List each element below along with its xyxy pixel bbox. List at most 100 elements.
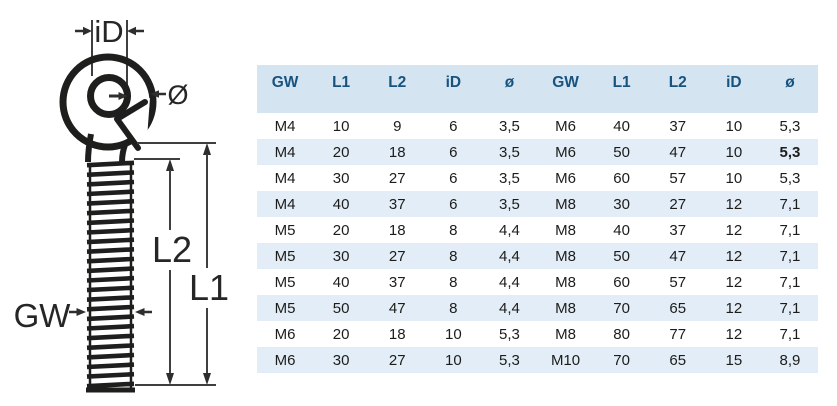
table-cell: M5 [257,269,313,295]
table-cell: M4 [257,113,313,139]
spec-table: GWL1L2iDøGWL1L2iDø M410963,5M64037105,3M… [257,65,818,373]
table-cell: 12 [706,243,762,269]
table-header-cell: L2 [650,65,706,113]
table-row: M4302763,5M66057105,3 [257,165,818,191]
gw-left-arrow-icon [77,308,87,316]
diameter-label: Ø [167,80,188,110]
table-row: M62018105,3M88077127,1 [257,321,818,347]
thread-bar [87,307,134,309]
table-cell: 80 [594,321,650,347]
table-cell: 40 [313,269,369,295]
gw-label: GW [14,297,72,334]
table-cell: 8,9 [762,347,818,373]
table-cell: 47 [369,295,425,321]
table-cell: 7,1 [762,191,818,217]
table-cell: 37 [369,191,425,217]
thread-bar [87,240,134,242]
thread-bar [87,211,134,213]
table-header-cell: GW [537,65,593,113]
table-header-cell: L2 [369,65,425,113]
table-cell: 4,4 [481,269,537,295]
table-cell: 37 [650,113,706,139]
l2-dimension: L2 [134,159,192,385]
table-cell: M8 [537,321,593,347]
table-cell: 77 [650,321,706,347]
table-cell: 65 [650,295,706,321]
table-cell: 5,3 [762,113,818,139]
thread-bar [87,326,134,328]
thread-bar [87,336,134,338]
table-cell: 4,4 [481,243,537,269]
table-cell: M6 [257,347,313,373]
table-cell: 10 [706,165,762,191]
table-cell: 27 [650,191,706,217]
table-cell: M4 [257,165,313,191]
table-cell: 4,4 [481,217,537,243]
table-cell: 3,5 [481,113,537,139]
table-cell: M8 [537,295,593,321]
table-cell: 57 [650,165,706,191]
thread-bar [87,317,134,319]
table-cell: M6 [257,321,313,347]
thread-bar [87,201,134,203]
table-cell: 6 [425,165,481,191]
table-cell: 50 [594,139,650,165]
table-cell: 30 [594,191,650,217]
table-cell: 7,1 [762,269,818,295]
table-header-cell: GW [257,65,313,113]
table-cell: 60 [594,165,650,191]
table-cell: 3,5 [481,139,537,165]
table-header-cell: ø [762,65,818,113]
table-cell: 4,4 [481,295,537,321]
id-label: iD [94,14,123,49]
l1-label: L1 [189,267,229,308]
table-cell: 65 [650,347,706,373]
table-cell: 5,3 [481,347,537,373]
table-cell: 50 [594,243,650,269]
table-cell: 12 [706,321,762,347]
thread-bar [87,365,134,367]
table-cell: 5,3 [762,139,818,165]
thread-bar [87,297,134,299]
thread-bar [87,384,134,386]
table-cell: 10 [706,139,762,165]
table-cell: 10 [313,113,369,139]
table-cell: 10 [706,113,762,139]
l2-label: L2 [152,229,192,270]
table-cell: 18 [369,321,425,347]
thread-bar [87,374,134,376]
table-cell: 40 [313,191,369,217]
table-cell: M6 [537,113,593,139]
table-cell: 27 [369,165,425,191]
thread-bar [87,163,134,165]
table-cell: 18 [369,217,425,243]
table-cell: 3,5 [481,165,537,191]
thread-bar [87,269,134,271]
table-cell: 50 [313,295,369,321]
table-row: M5201884,4M84037127,1 [257,217,818,243]
table-cell: 10 [425,321,481,347]
table-cell: 7,1 [762,321,818,347]
table-cell: 7,1 [762,217,818,243]
table-row: M5403784,4M86057127,1 [257,269,818,295]
table-row: M63027105,3M107065158,9 [257,347,818,373]
table-cell: 7,1 [762,243,818,269]
table-row: M5504784,4M87065127,1 [257,295,818,321]
table-cell: 6 [425,139,481,165]
table-cell: 20 [313,139,369,165]
table-cell: 15 [706,347,762,373]
table-cell: 8 [425,269,481,295]
table-cell: M5 [257,217,313,243]
table-cell: M10 [537,347,593,373]
table-cell: 3,5 [481,191,537,217]
table-cell: 6 [425,191,481,217]
table-cell: 7,1 [762,295,818,321]
table-cell: 8 [425,217,481,243]
table-cell: 8 [425,243,481,269]
l2-down-arrow-icon [166,373,174,385]
table-row: M4403763,5M83027127,1 [257,191,818,217]
table-cell: 60 [594,269,650,295]
table-cell: 9 [369,113,425,139]
table-cell: M8 [537,191,593,217]
table-cell: 30 [313,165,369,191]
